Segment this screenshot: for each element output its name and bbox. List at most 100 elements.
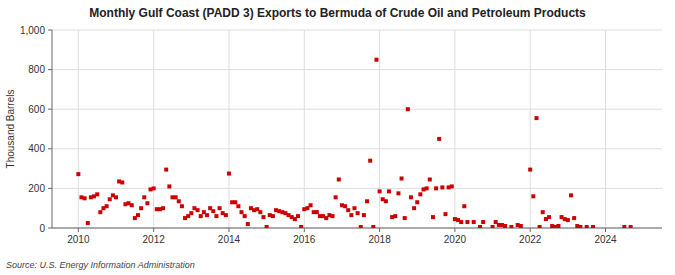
point xyxy=(167,184,171,188)
tick-label: 200 xyxy=(28,183,45,194)
point xyxy=(331,214,335,218)
tick-label: 0 xyxy=(39,223,45,234)
point xyxy=(572,216,576,220)
point xyxy=(309,203,313,207)
point xyxy=(258,210,262,214)
point xyxy=(352,206,356,210)
point xyxy=(98,210,102,214)
tick xyxy=(48,69,52,70)
point xyxy=(337,177,341,181)
point xyxy=(622,225,626,228)
point xyxy=(578,225,582,228)
point xyxy=(236,204,240,208)
point xyxy=(343,204,347,208)
point xyxy=(299,225,303,228)
point xyxy=(142,195,146,199)
point xyxy=(180,204,184,208)
point xyxy=(418,192,422,196)
point xyxy=(265,225,269,228)
grid-line xyxy=(454,30,455,228)
tick xyxy=(304,228,305,232)
y-axis-line xyxy=(52,30,53,228)
title: Monthly Gulf Coast (PADD 3) Exports to B… xyxy=(89,6,586,20)
point xyxy=(462,204,466,208)
point xyxy=(400,177,404,181)
point xyxy=(105,204,109,208)
tick xyxy=(379,228,380,232)
point xyxy=(585,225,589,228)
tick-label: 600 xyxy=(28,104,45,115)
grid-line xyxy=(228,30,229,228)
point xyxy=(509,225,513,228)
tick-label: 1,000 xyxy=(20,25,45,36)
grid-line xyxy=(52,69,662,70)
point xyxy=(164,168,168,172)
point xyxy=(409,195,413,199)
grid-line xyxy=(52,30,662,31)
point xyxy=(95,192,99,196)
point xyxy=(262,215,266,219)
point xyxy=(227,172,231,176)
point xyxy=(83,196,87,200)
tick-label: 800 xyxy=(28,64,45,75)
point xyxy=(528,168,532,172)
point xyxy=(218,206,222,210)
point xyxy=(214,214,218,218)
point xyxy=(472,220,476,224)
point xyxy=(86,221,90,225)
point xyxy=(531,194,535,198)
point xyxy=(406,107,410,111)
point xyxy=(393,214,397,218)
point xyxy=(271,214,275,218)
point xyxy=(465,220,469,224)
tick xyxy=(454,228,455,232)
point xyxy=(224,213,228,217)
point xyxy=(384,199,388,203)
grid-line xyxy=(379,30,380,228)
tick-label: 2012 xyxy=(143,234,166,245)
x-axis-line xyxy=(52,228,662,229)
point xyxy=(120,180,124,184)
point xyxy=(443,212,447,216)
tick xyxy=(48,188,52,189)
point xyxy=(428,177,432,181)
point xyxy=(177,199,181,203)
grid-line xyxy=(304,30,305,228)
point xyxy=(346,208,350,212)
tick-label: 2016 xyxy=(293,234,316,245)
point xyxy=(145,201,149,205)
point xyxy=(459,220,463,224)
grid-line xyxy=(52,188,662,189)
tick xyxy=(605,228,606,232)
tick xyxy=(48,109,52,110)
grid xyxy=(52,30,662,228)
point xyxy=(205,213,209,217)
grid-line xyxy=(52,228,662,229)
tick-label: 2024 xyxy=(594,234,617,245)
point xyxy=(233,200,237,204)
point xyxy=(591,225,595,228)
point xyxy=(566,218,570,222)
point xyxy=(437,137,441,141)
grid-line xyxy=(530,30,531,228)
point xyxy=(481,220,485,224)
tick xyxy=(48,148,52,149)
point xyxy=(114,195,118,199)
point xyxy=(519,224,523,228)
point xyxy=(569,193,573,197)
grid-line xyxy=(52,109,662,110)
axes: 02004006008001,0002010201220142016201820… xyxy=(20,25,662,246)
tick-label: 2010 xyxy=(67,234,90,245)
point xyxy=(362,213,366,217)
grid-line xyxy=(605,30,606,228)
point xyxy=(412,206,416,210)
tick-label: 2014 xyxy=(218,234,241,245)
points xyxy=(76,58,632,228)
point xyxy=(538,225,542,228)
point xyxy=(365,199,369,203)
tick xyxy=(78,228,79,232)
point xyxy=(415,200,419,204)
point xyxy=(478,225,482,228)
point xyxy=(629,225,633,228)
y-axis-label: Thousand Barrels xyxy=(5,90,16,169)
